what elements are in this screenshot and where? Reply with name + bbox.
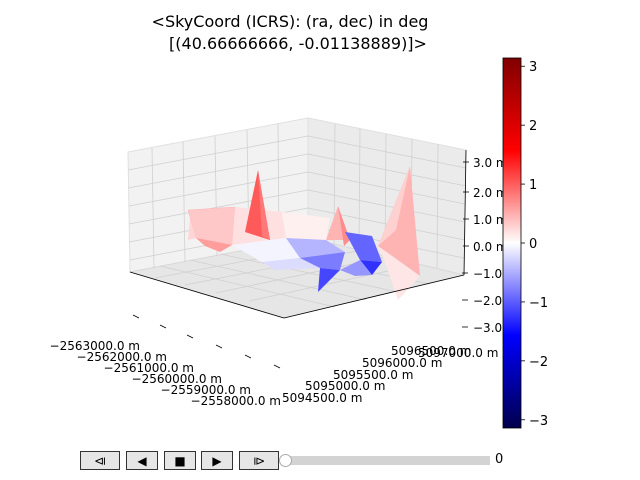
chart-title-line-2: [(40.66666666, -0.01138889)]> <box>169 34 427 53</box>
colorbar-tick-label: −2 <box>529 355 548 370</box>
z-tick-label: 2.0 m <box>473 186 508 200</box>
surface-facet <box>232 238 300 262</box>
x-tick-labels: −2563000.0 m −2562000.0 m −2561000.0 m −… <box>50 339 281 408</box>
x-axis-ticks <box>132 314 281 369</box>
stop-button[interactable]: ■ <box>164 451 196 470</box>
surface-facet <box>286 238 345 258</box>
y-tick-label: 5094500.0 m <box>282 391 362 405</box>
y-tick-label: 5097000.0 m <box>418 346 498 360</box>
frame-slider-value: 0 <box>495 452 504 467</box>
surface-facet <box>282 212 330 240</box>
colorbar-tick-label: 3 <box>529 60 537 75</box>
surface-facet <box>360 260 382 275</box>
surface-facet <box>196 238 232 252</box>
colorbar-tick-labels: 3 2 1 0 −1 −2 −3 <box>529 60 548 429</box>
frame-slider-handle[interactable] <box>279 454 292 467</box>
axis-lines <box>129 149 467 319</box>
x-tick-label: −2561000.0 m <box>104 361 194 375</box>
colorbar-tick-label: −3 <box>529 414 548 429</box>
surface-facet <box>188 218 196 240</box>
x-tick-label: −2560000.0 m <box>132 372 222 386</box>
y-tick-label: 5095000.0 m <box>305 379 385 393</box>
chart-title-line-1: <SkyCoord (ICRS): (ra, dec) in deg <box>151 12 429 31</box>
grid-lines <box>127 123 467 308</box>
step-back-button[interactable]: ⧏ <box>80 451 120 470</box>
colorbar-tick-label: 0 <box>529 237 537 252</box>
z-tick-label: 1.0 m <box>473 213 508 227</box>
z-tick-label: 3.0 m <box>473 156 508 170</box>
z-axis-ticks <box>462 161 469 328</box>
colorbar-tick-label: −1 <box>529 296 548 311</box>
x-tick-label: −2558000.0 m <box>191 394 281 408</box>
play-button[interactable]: ▶ <box>201 451 233 470</box>
colorbar <box>502 57 522 429</box>
surface-facet <box>345 232 382 262</box>
colorbar-tick-label: 1 <box>529 178 537 193</box>
x-tick-label: −2563000.0 m <box>50 339 140 353</box>
frame-slider-track[interactable] <box>286 456 490 465</box>
surface-facet <box>318 268 340 292</box>
x-tick-label: −2559000.0 m <box>161 383 251 397</box>
surface-facet <box>378 166 420 276</box>
z-tick-label: 0.0 m <box>473 240 508 254</box>
play-reverse-button[interactable]: ◀ <box>126 451 158 470</box>
surface-facet <box>258 170 270 240</box>
surface <box>187 166 420 300</box>
step-forward-button[interactable]: ⧐ <box>239 451 279 470</box>
y-tick-label: 5096000.0 m <box>362 356 442 370</box>
y-tick-label: 5095500.0 m <box>333 368 413 382</box>
colorbar-ticks <box>521 65 525 421</box>
surface-facet <box>338 206 350 246</box>
surface-facet <box>378 246 420 300</box>
surface-facet <box>340 260 372 276</box>
x-tick-label: −2562000.0 m <box>77 350 167 364</box>
surface-facet <box>300 252 345 270</box>
y-tick-label: 5096500.0 m <box>391 344 471 358</box>
surface-facet <box>262 258 320 270</box>
colorbar-tick-label: 2 <box>529 119 537 134</box>
y-tick-labels: 5094500.0 m 5095000.0 m 5095500.0 m 5096… <box>282 344 498 405</box>
surface-facet <box>378 166 410 246</box>
